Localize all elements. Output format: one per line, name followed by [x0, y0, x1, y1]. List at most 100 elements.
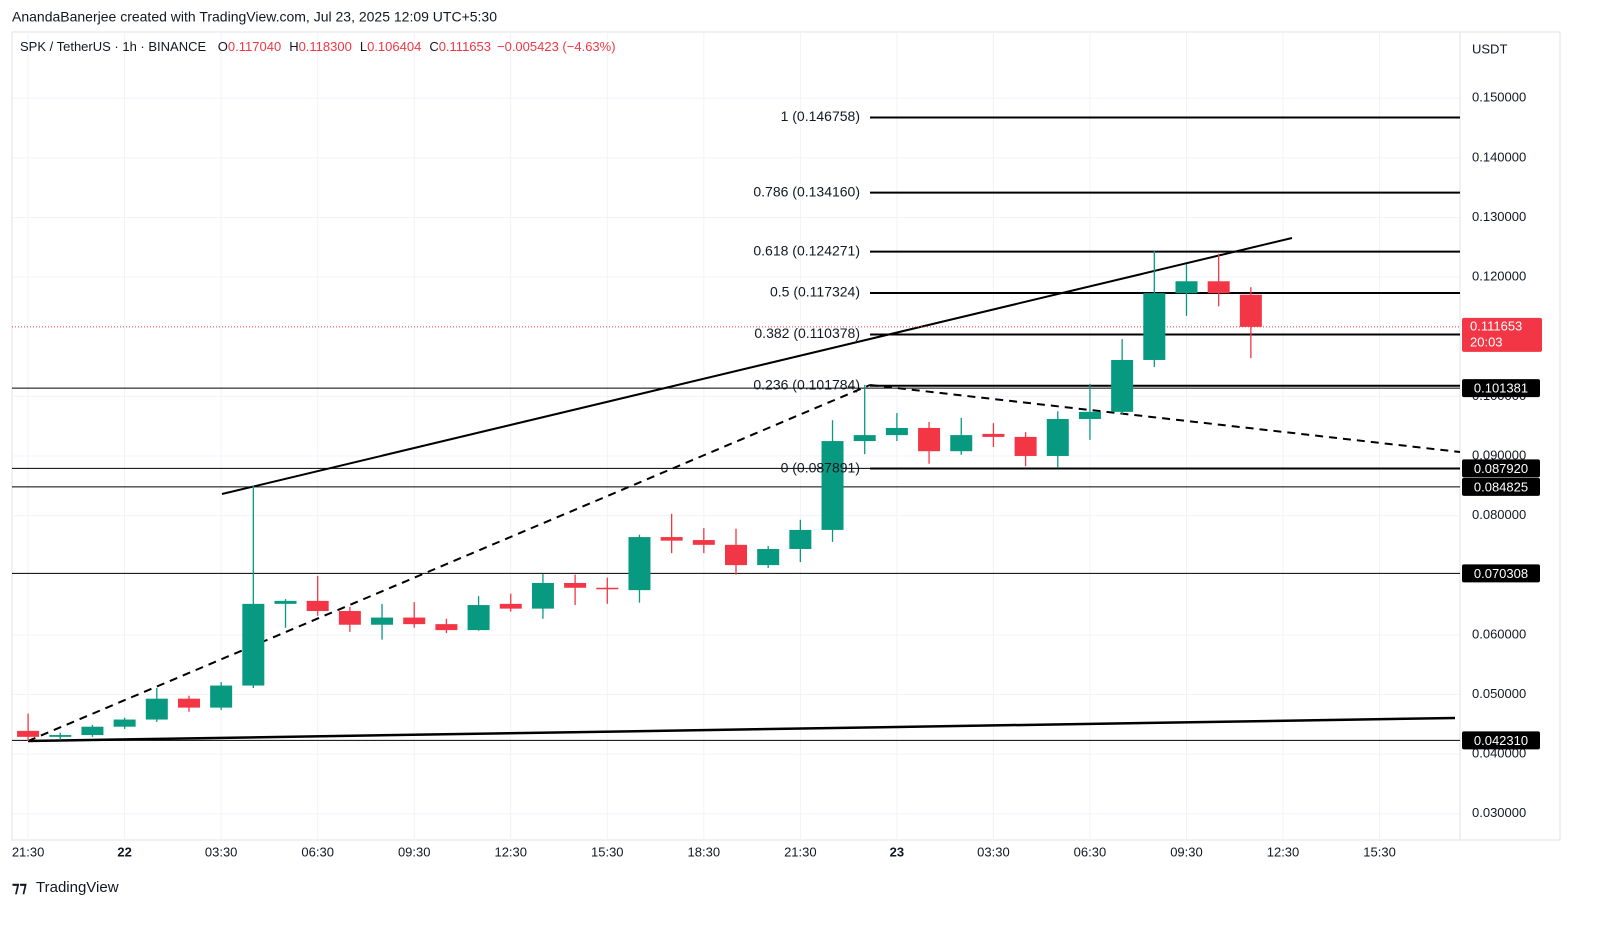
x-tick-label: 22 [117, 844, 131, 859]
price-tag-label: 0.042310 [1474, 733, 1528, 748]
candle-body [49, 735, 72, 737]
y-tick-label: 0.030000 [1472, 805, 1526, 820]
last-price-label: 0.111653 [1470, 318, 1522, 333]
candle-body [435, 624, 458, 631]
y-tick-label: 0.150000 [1472, 90, 1526, 105]
candle-body [371, 617, 394, 625]
x-tick-label: 06:30 [1074, 844, 1107, 859]
y-tick-label: 0.130000 [1472, 209, 1526, 224]
fib-label: 0.786 (0.134160) [753, 183, 860, 199]
fib-label: 0.5 (0.117324) [770, 284, 860, 300]
trend-line-dashed [27, 384, 871, 742]
candle-body [531, 582, 554, 609]
legend-value: 0.106404 [367, 39, 421, 54]
candle-body [1143, 293, 1166, 360]
candle-body [306, 600, 329, 612]
candle-body [1078, 411, 1101, 420]
labels: 0.1500000.1400000.1300000.1200000.100000… [12, 90, 1542, 859]
y-tick-label: 0.080000 [1472, 507, 1526, 522]
fib-label: 0.236 (0.101784) [753, 376, 860, 392]
candle-body [660, 537, 683, 541]
y-tick-label: 0.090000 [1472, 447, 1526, 462]
attribution: AnandaBanerjee created with TradingView.… [12, 9, 497, 25]
candle-body [596, 587, 619, 590]
x-tick-label: 18:30 [688, 844, 721, 859]
price-tag-label: 0.084825 [1474, 479, 1528, 494]
legend-change: −0.005423 (−4.63%) [497, 39, 616, 54]
fib-label: 0.382 (0.110378) [754, 325, 860, 341]
trend-line [221, 237, 1293, 495]
trend-line [27, 716, 1456, 743]
candle-body [1239, 294, 1262, 327]
x-tick-label: 09:30 [1170, 844, 1203, 859]
y-tick-label: 0.050000 [1472, 686, 1526, 701]
fib-label: 0.618 (0.124271) [753, 242, 860, 258]
x-tick-label: 03:30 [977, 844, 1010, 859]
candle-body [242, 603, 265, 686]
legend: SPK / TetherUS · 1h · BINANCE O0.117040 H… [20, 39, 616, 54]
legend-key: O [218, 39, 228, 54]
candle-body [17, 730, 40, 737]
legend-value: 0.118300 [299, 39, 352, 54]
legend-value: 0.111653 [439, 39, 491, 54]
legend-value: 0.117040 [228, 39, 281, 54]
currency: USDT [1472, 41, 1507, 56]
price-tag-label: 0.087920 [1474, 461, 1528, 476]
candle-body [499, 603, 522, 609]
pane-border [11, 31, 1561, 841]
fib-label: 0 (0.087891) [781, 459, 860, 475]
y-tick-label: 0.140000 [1472, 149, 1526, 164]
candle-body [177, 698, 200, 708]
candle-body [145, 698, 168, 720]
legend-key: L [360, 39, 367, 54]
legend-key: H [289, 39, 298, 54]
symbol: SPK / TetherUS · 1h · BINANCE [20, 39, 206, 54]
x-tick-label: 15:30 [1363, 844, 1396, 859]
candle-body [210, 685, 233, 708]
x-tick-label: 12:30 [1267, 844, 1300, 859]
candle-body [564, 582, 587, 588]
x-tick-label: 21:30 [784, 844, 817, 859]
x-tick-label: 03:30 [205, 844, 238, 859]
logo-mark: ⁊⁊ [12, 879, 27, 896]
x-tick-label: 21:30 [12, 844, 45, 859]
candle-body [628, 537, 651, 591]
price-tag [1462, 564, 1540, 583]
candle-body [821, 441, 844, 530]
y-tick-label: 0.120000 [1472, 269, 1526, 284]
price-tag-label: 0.070308 [1474, 566, 1528, 581]
candle-body [757, 549, 780, 566]
candle-body [885, 427, 908, 436]
x-tick-label: 12:30 [494, 844, 527, 859]
countdown: 20:03 [1470, 334, 1503, 349]
candle-body [338, 611, 361, 625]
x-tick-label: 15:30 [591, 844, 624, 859]
candle-body [467, 605, 490, 631]
candle-body [1207, 281, 1230, 294]
drawings [27, 237, 1461, 743]
y-tick-label: 0.060000 [1472, 626, 1526, 641]
candle-body [982, 433, 1005, 437]
x-tick-label: 06:30 [301, 844, 334, 859]
candle-body [950, 435, 973, 452]
candle-body [403, 617, 426, 625]
candle-body [692, 540, 715, 545]
candle-body [81, 726, 104, 736]
price-tag-label: 0.101381 [1474, 381, 1528, 396]
price-tag [1462, 477, 1540, 496]
footer-logo: TradingView [36, 879, 119, 896]
candle-body [274, 600, 297, 604]
candles [12, 116, 1460, 742]
price-tag [1462, 379, 1540, 398]
candle-body [918, 427, 941, 452]
fib-label: 1 (0.146758) [781, 108, 860, 124]
x-tick-label: 09:30 [398, 844, 431, 859]
logo: ⁊⁊ [12, 879, 27, 896]
x-tick-label: 23 [890, 844, 904, 859]
candle-body [1175, 281, 1198, 294]
candle-body [789, 529, 812, 550]
candle-body [113, 719, 136, 727]
price-tag [1462, 731, 1540, 750]
